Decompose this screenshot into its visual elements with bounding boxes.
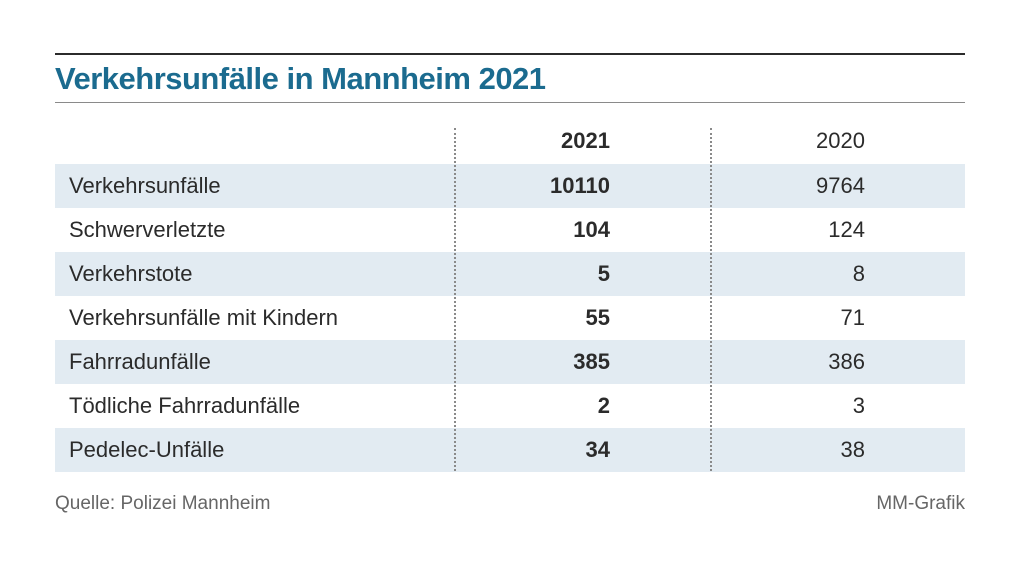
top-rule: [55, 53, 965, 55]
value-2021: 34: [585, 437, 610, 462]
row-label: Verkehrsunfälle: [69, 173, 221, 198]
value-2021: 2: [597, 393, 610, 418]
credit-note: MM-Grafik: [876, 493, 965, 514]
table-row: Schwerverletzte 104 124: [55, 208, 965, 252]
table-row: Verkehrstote 5 8: [55, 252, 965, 296]
title-rule: [55, 102, 965, 103]
value-2020: 38: [840, 437, 865, 462]
row-label: Verkehrstote: [69, 261, 193, 286]
column-divider-2020: [710, 128, 712, 471]
source-note: Quelle: Polizei Mannheim: [55, 493, 271, 514]
value-2020: 386: [828, 349, 865, 374]
table-row: Verkehrsunfälle 10110 9764: [55, 164, 965, 208]
table-row: Verkehrsunfälle mit Kindern 55 71: [55, 296, 965, 340]
row-label: Pedelec-Unfälle: [69, 437, 225, 462]
chart-title: Verkehrsunfälle in Mannheim 2021: [55, 61, 546, 96]
value-2020: 3: [852, 393, 865, 418]
data-table: 2021 2020 Verkehrsunfälle 10110 9764 Schwer…: [55, 118, 965, 472]
table-row: Pedelec-Unfälle 34 38: [55, 428, 965, 472]
table-row: Tödliche Fahrradunfälle 2 3: [55, 384, 965, 428]
column-divider-2021: [454, 128, 456, 471]
column-header-2021: 2021: [561, 128, 610, 153]
value-2021: 385: [573, 349, 610, 374]
value-2020: 124: [828, 217, 865, 242]
value-2020: 71: [840, 305, 865, 330]
column-header-2020: 2020: [816, 128, 865, 153]
row-label: Schwerverletzte: [69, 217, 226, 242]
row-label: Verkehrsunfälle mit Kindern: [69, 305, 339, 330]
value-2020: 9764: [816, 173, 865, 198]
value-2021: 5: [597, 261, 610, 286]
table-row: Fahrradunfälle 385 386: [55, 340, 965, 384]
value-2021: 104: [573, 217, 610, 242]
row-label: Fahrradunfälle: [69, 349, 211, 374]
value-2021: 10110: [550, 173, 610, 198]
table-header: 2021 2020: [55, 118, 965, 164]
row-label: Tödliche Fahrradunfälle: [69, 393, 301, 418]
value-2020: 8: [852, 261, 865, 286]
value-2021: 55: [585, 305, 610, 330]
